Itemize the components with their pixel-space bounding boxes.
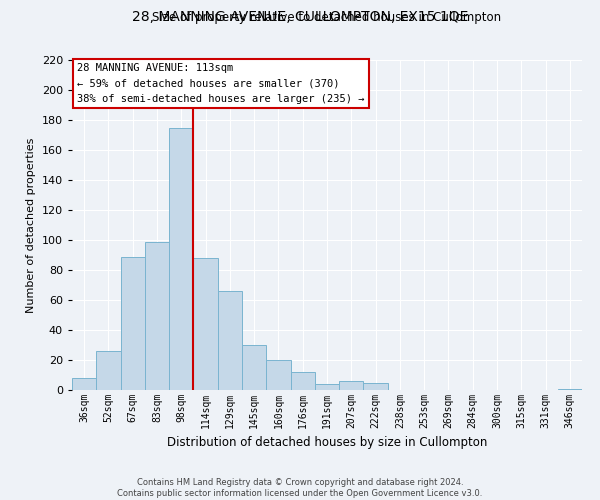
Bar: [339, 381, 364, 390]
Text: Contains HM Land Registry data © Crown copyright and database right 2024.
Contai: Contains HM Land Registry data © Crown c…: [118, 478, 482, 498]
Bar: [72, 378, 96, 390]
Bar: [145, 242, 169, 390]
Bar: [218, 291, 242, 390]
Bar: [364, 382, 388, 390]
Y-axis label: Number of detached properties: Number of detached properties: [26, 138, 36, 312]
Text: 28, MANNING AVENUE, CULLOMPTON, EX15 1QE: 28, MANNING AVENUE, CULLOMPTON, EX15 1QE: [132, 10, 468, 24]
X-axis label: Distribution of detached houses by size in Cullompton: Distribution of detached houses by size …: [167, 436, 487, 450]
Bar: [169, 128, 193, 390]
Bar: [96, 351, 121, 390]
Bar: [193, 258, 218, 390]
Title: Size of property relative to detached houses in Cullompton: Size of property relative to detached ho…: [152, 11, 502, 24]
Bar: [266, 360, 290, 390]
Bar: [558, 388, 582, 390]
Bar: [290, 372, 315, 390]
Bar: [121, 256, 145, 390]
Bar: [315, 384, 339, 390]
Text: 28 MANNING AVENUE: 113sqm
← 59% of detached houses are smaller (370)
38% of semi: 28 MANNING AVENUE: 113sqm ← 59% of detac…: [77, 63, 364, 104]
Bar: [242, 345, 266, 390]
